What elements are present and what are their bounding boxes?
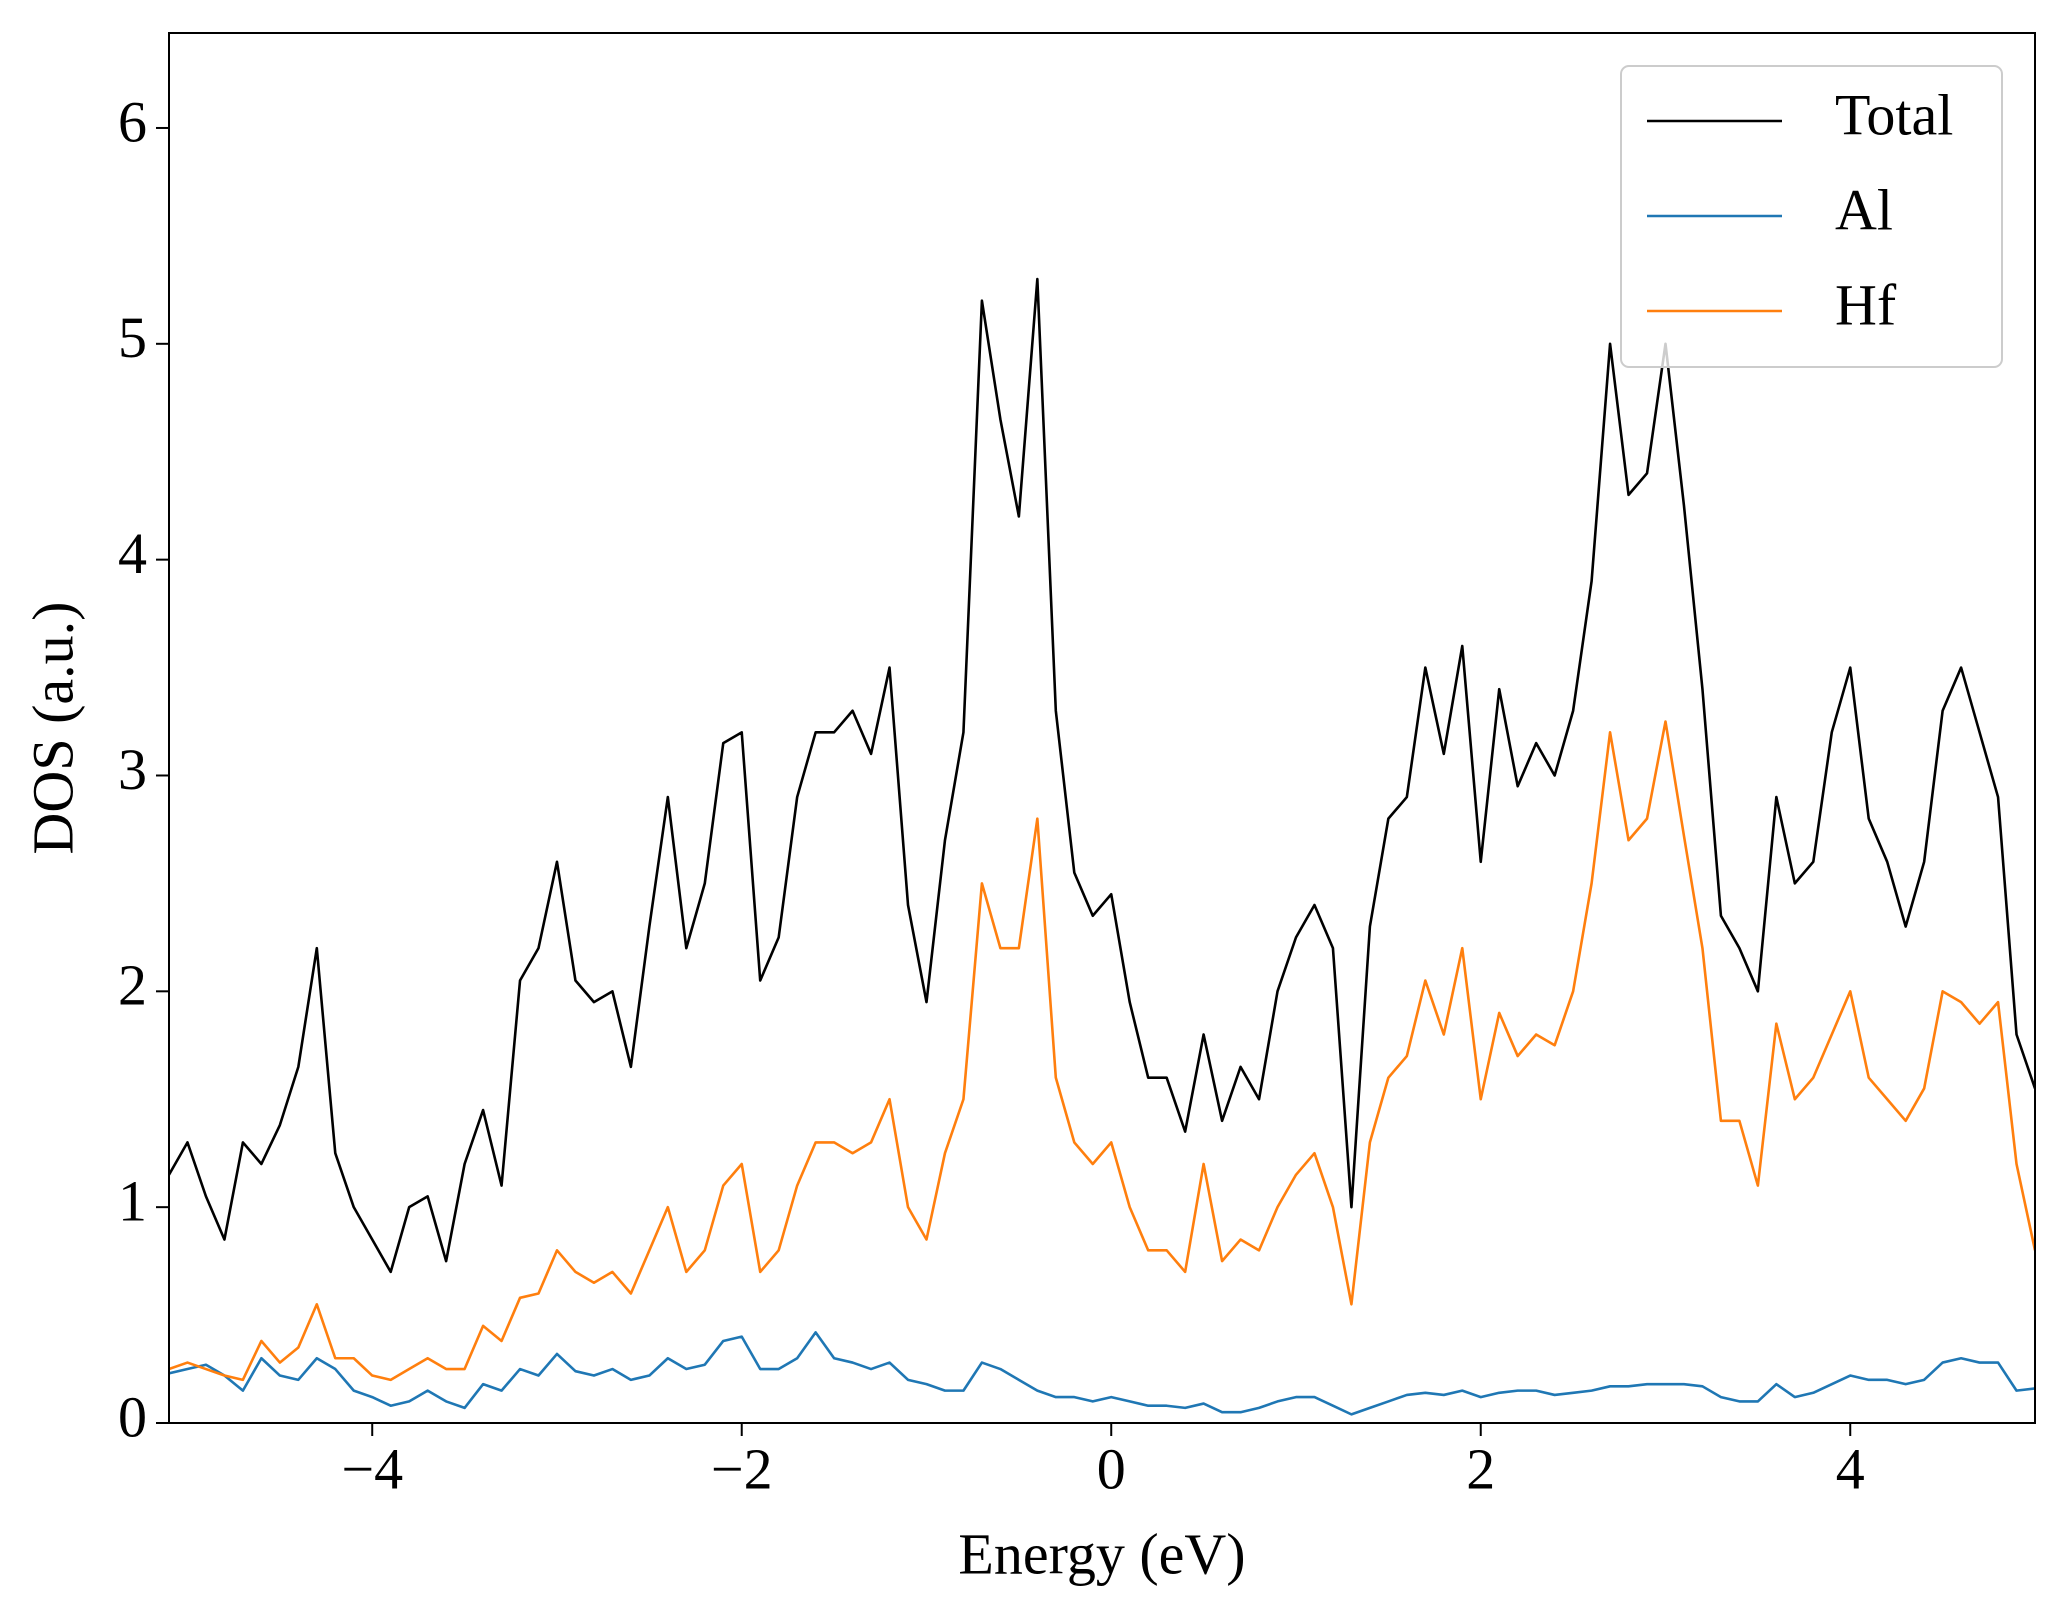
y-tick-label: 4 — [118, 521, 147, 586]
plot-lines — [169, 277, 2035, 1416]
x-tick-label: −4 — [341, 1436, 403, 1501]
y-tick-label: 3 — [118, 737, 147, 802]
y-tick-label: 0 — [118, 1384, 147, 1449]
legend-box — [1620, 65, 2003, 368]
x-tick-label: −2 — [711, 1436, 773, 1501]
y-axis-label: DOS (a.u.) — [20, 602, 85, 855]
legend-label: Hf — [1835, 272, 1897, 337]
legend: Total Al Hf — [1620, 65, 2003, 368]
series-line — [169, 720, 2035, 1382]
x-axis-label: Energy (eV) — [958, 1521, 1245, 1586]
x-tick-label: 0 — [1097, 1436, 1126, 1501]
y-tick-label: 2 — [118, 953, 147, 1018]
y-tick-label: 6 — [118, 89, 147, 154]
series-line — [169, 1331, 2035, 1416]
y-tick-label: 1 — [118, 1168, 147, 1233]
x-tick-label: 4 — [1836, 1436, 1865, 1501]
plot-frame — [168, 32, 2036, 1424]
x-tick-label: 2 — [1466, 1436, 1495, 1501]
legend-label: Al — [1835, 177, 1893, 242]
series-line — [169, 277, 2035, 1274]
legend-label: Total — [1835, 82, 1953, 147]
y-tick-label: 5 — [118, 305, 147, 370]
